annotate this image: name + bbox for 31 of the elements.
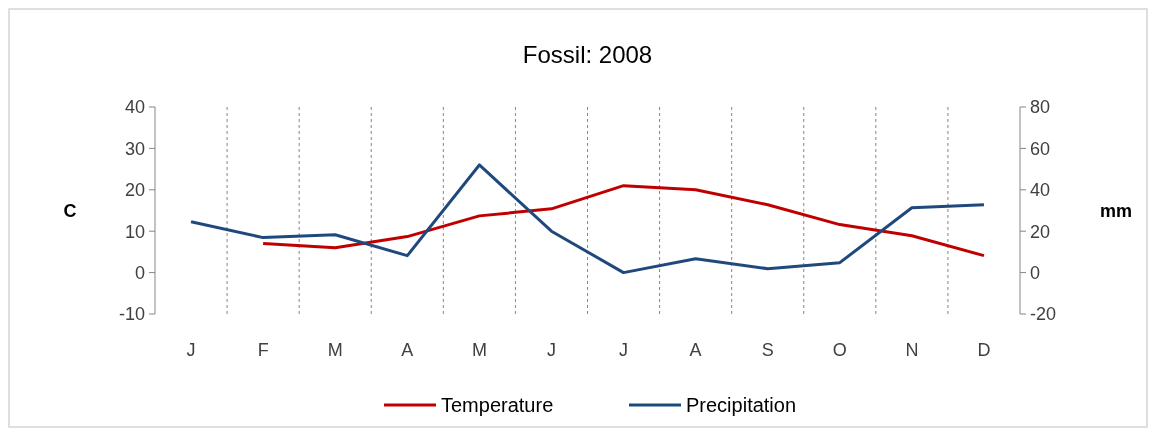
x-tick-label: A bbox=[401, 340, 414, 360]
line-series bbox=[261, 184, 986, 258]
y-tick-label: 20 bbox=[124, 180, 145, 201]
y-tick-label: 0 bbox=[134, 262, 145, 283]
x-tick-label: J bbox=[186, 340, 196, 360]
y2-tick-label: -20 bbox=[1030, 304, 1057, 325]
y-tick-label: 30 bbox=[124, 138, 145, 159]
y2-axis-title: mm bbox=[1099, 200, 1133, 221]
y-tick-label: 40 bbox=[124, 97, 145, 118]
x-tick-label: J bbox=[546, 340, 556, 360]
chart-title: Fossil: 2008 bbox=[522, 41, 653, 68]
y2-tick-label: 20 bbox=[1030, 221, 1051, 242]
x-tick-label: M bbox=[471, 340, 487, 360]
x-tick-label: S bbox=[761, 340, 774, 360]
x-tick-label: A bbox=[689, 340, 702, 360]
legend-label: Temperature bbox=[441, 394, 554, 416]
y2-tick-label: 0 bbox=[1030, 262, 1041, 283]
legend-label: Precipitation bbox=[686, 394, 797, 416]
y-axis-title: C bbox=[63, 200, 77, 221]
line-series bbox=[189, 163, 986, 275]
x-tick-label: M bbox=[327, 340, 343, 360]
y-tick-label: 10 bbox=[124, 221, 145, 242]
y-tick-label: -10 bbox=[118, 304, 145, 325]
x-tick-label: F bbox=[257, 340, 269, 360]
x-tick-label: D bbox=[977, 340, 991, 360]
y2-tick-label: 60 bbox=[1030, 138, 1051, 159]
x-tick-label: O bbox=[832, 340, 847, 360]
y2-tick-label: 80 bbox=[1030, 97, 1051, 118]
x-tick-label: J bbox=[619, 340, 629, 360]
x-tick-label: N bbox=[905, 340, 919, 360]
y2-tick-label: 40 bbox=[1030, 180, 1051, 201]
